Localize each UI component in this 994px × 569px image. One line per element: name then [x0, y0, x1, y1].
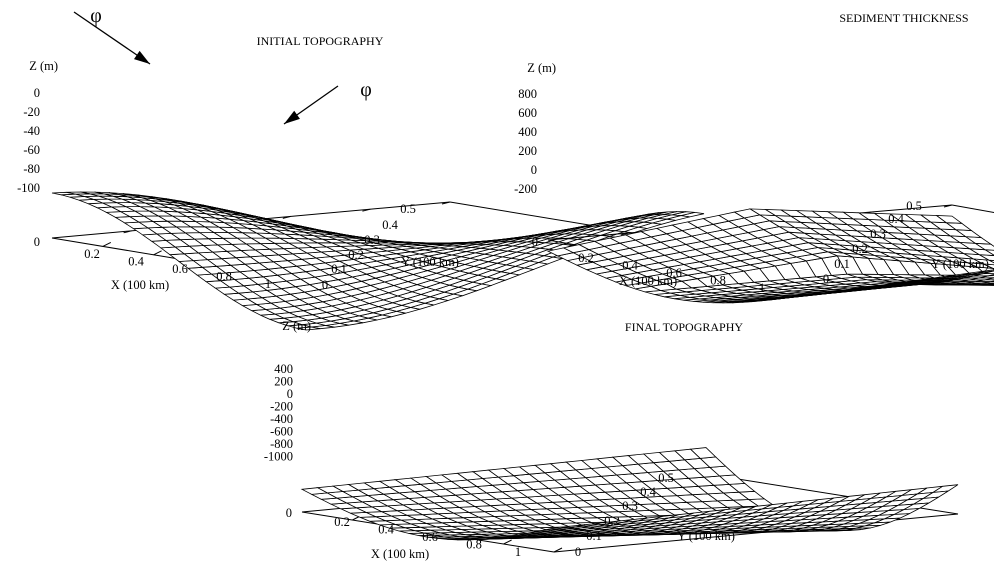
base-tick-label: 0 — [286, 506, 292, 520]
x-tick-mark — [553, 547, 563, 553]
y-tick-label: 0.4 — [640, 485, 656, 499]
surface-cell — [51, 191, 76, 196]
y-tick-mark — [282, 215, 291, 219]
y-axis-label: Y (100 km) — [931, 257, 989, 271]
z-tick-label: -200 — [514, 182, 537, 196]
z-axis-label: Z (m) — [527, 61, 556, 75]
z-tick-label: -200 — [270, 400, 293, 414]
y-tick-label: 0.3 — [622, 499, 638, 513]
x-tick-label: 0.6 — [422, 530, 438, 544]
z-tick-label: 400 — [518, 125, 537, 139]
z-tick-label: 400 — [274, 362, 293, 376]
z-tick-label: -40 — [23, 124, 40, 138]
x-tick-label: 0.6 — [172, 262, 188, 276]
phi-label: φ — [90, 5, 102, 27]
base-tick-label: 0 — [34, 235, 40, 249]
x-axis-label: X (100 km) — [371, 547, 429, 561]
y-tick-label: 0.3 — [364, 233, 380, 247]
x-tick-label: 1 — [265, 277, 271, 291]
y-tick-label: 0.2 — [604, 514, 620, 528]
z-tick-label: 800 — [518, 87, 537, 101]
y-tick-label: 0.1 — [834, 257, 850, 271]
y-tick-label: 0.2 — [348, 248, 364, 262]
z-axis-label: Z (m) — [282, 319, 311, 333]
z-tick-label: -80 — [23, 162, 40, 176]
y-tick-label: 0.5 — [906, 199, 922, 213]
z-tick-label: -100 — [17, 181, 40, 195]
y-tick-label: 0 — [322, 278, 328, 292]
z-tick-label: -400 — [270, 412, 293, 426]
y-axis-label: Y (100 km) — [401, 255, 459, 269]
z-tick-labels: 0 -20 -40 -60 -80 -100 — [17, 86, 40, 195]
chart-title: FINAL TOPOGRAPHY — [625, 320, 743, 334]
phi-arrow-head — [133, 50, 150, 64]
phi-label: φ — [360, 79, 372, 101]
surface-cell — [546, 247, 575, 257]
phi-annotations: φφ — [73, 5, 372, 125]
y-tick-label: 0.4 — [382, 218, 398, 232]
z-tick-label: 0 — [287, 387, 293, 401]
y-tick-mark — [362, 208, 371, 212]
z-tick-label: 200 — [274, 375, 293, 389]
y-tick-mark — [441, 201, 451, 205]
y-axis-label: Y (100 km) — [677, 529, 735, 543]
chart-title: SEDIMENT THICKNESS — [839, 11, 968, 25]
x-tick-label: 0.4 — [128, 255, 144, 269]
chart-title: INITIAL TOPOGRAPHY — [257, 34, 384, 48]
surface-cell — [300, 487, 329, 495]
y-tick-label: 0 — [575, 545, 581, 559]
sediment-thickness-panel: 8006004002000-20000.20.40.60.8100.10.20.… — [514, 11, 994, 304]
x-tick-label: 0.2 — [334, 515, 350, 529]
y-tick-mark — [620, 232, 629, 236]
y-tick-label: 0.2 — [852, 242, 868, 256]
x-axis-label: X (100 km) — [111, 278, 169, 292]
surface-mesh — [546, 208, 994, 304]
z-tick-label: 600 — [518, 106, 537, 120]
z-axis-label: Z (m) — [29, 59, 58, 73]
x-tick-label: 1 — [759, 281, 765, 295]
x-tick-label: 0.4 — [622, 259, 638, 273]
y-tick-label: 0.5 — [400, 202, 416, 216]
y-tick-label: 0.5 — [658, 471, 674, 485]
z-tick-label: -1000 — [264, 450, 293, 464]
z-tick-label: 0 — [34, 86, 40, 100]
y-tick-label: 0.1 — [331, 262, 347, 276]
y-tick-label: 0.3 — [870, 227, 886, 241]
y-tick-mark — [943, 204, 953, 208]
z-tick-label: -20 — [23, 105, 40, 119]
y-tick-label: 0.4 — [888, 212, 904, 226]
y-tick-label: 0 — [823, 272, 829, 286]
z-tick-label: 0 — [531, 163, 537, 177]
y-tick-mark — [123, 230, 132, 234]
phi-arrow-head — [284, 110, 300, 124]
z-tick-label: -600 — [270, 425, 293, 439]
x-tick-label: 0.4 — [378, 523, 394, 537]
surface-mesh — [300, 447, 959, 541]
x-tick-label: 0.8 — [216, 270, 232, 284]
y-tick-label: 0.1 — [586, 529, 602, 543]
surface-mesh — [51, 191, 705, 331]
x-tick-mark — [153, 250, 162, 256]
x-tick-label: 0.2 — [578, 251, 594, 265]
x-tick-label: 0.8 — [710, 274, 726, 288]
x-tick-mark — [503, 539, 512, 545]
x-tick-label: 1 — [515, 545, 521, 559]
x-tick-mark — [102, 241, 112, 247]
z-tick-labels: 800 600 400 200 0 -200 — [514, 87, 537, 196]
final-topography-panel: 4002000-200-400-600-800-100000.20.40.60.… — [264, 319, 959, 561]
x-tick-label: 0.8 — [466, 538, 482, 552]
x-tick-label: 0.6 — [666, 266, 682, 280]
x-tick-label: 0.2 — [84, 247, 100, 261]
z-tick-label: -800 — [270, 437, 293, 451]
base-tick-label: 0 — [532, 235, 538, 249]
z-tick-label: -60 — [23, 143, 40, 157]
z-tick-label: 200 — [518, 144, 537, 158]
x-axis-label: X (100 km) — [619, 274, 677, 288]
